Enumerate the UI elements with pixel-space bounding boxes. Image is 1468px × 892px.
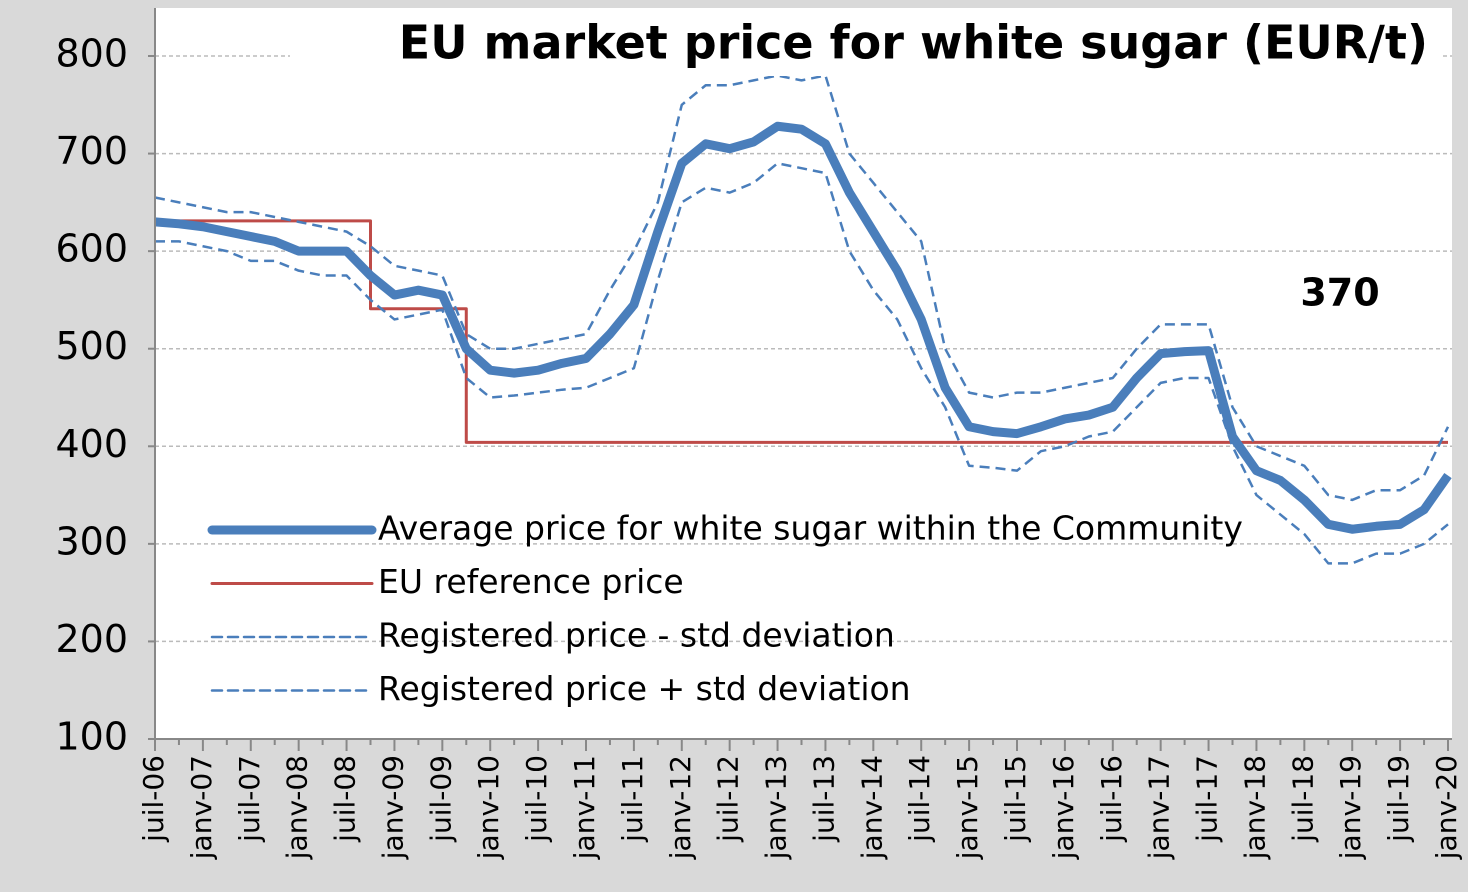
- x-tick-label: janv-14: [855, 755, 888, 860]
- x-tick-label: juil-11: [616, 755, 649, 843]
- x-tick-label: janv-17: [1143, 755, 1176, 860]
- y-tick-label: 700: [55, 129, 128, 173]
- x-tick-label: juil-13: [807, 755, 840, 843]
- title-bg: [290, 14, 1440, 76]
- x-tick-label: janv-20: [1430, 755, 1463, 860]
- legend-label: EU reference price: [378, 562, 684, 601]
- x-tick-label: juil-14: [903, 755, 936, 843]
- series-line: [154, 121, 1452, 534]
- x-tick-label: juil-15: [999, 755, 1032, 843]
- x-tick-label: janv-15: [951, 755, 984, 860]
- y-tick-label: 100: [55, 715, 128, 759]
- x-tick-label: juil-16: [1095, 755, 1128, 843]
- series-line: [154, 74, 1450, 502]
- x-tick-label: janv-11: [568, 755, 601, 860]
- x-tick-label: juil-06: [137, 755, 170, 843]
- x-tick-label: juil-09: [424, 755, 457, 843]
- x-tick-label: juil-08: [329, 755, 362, 843]
- x-tick-label: janv-16: [1047, 755, 1080, 860]
- series-line: [155, 162, 1449, 565]
- annotation: 370: [1300, 271, 1379, 315]
- x-tick-label: janv-12: [664, 755, 697, 860]
- x-tick-label: janv-08: [281, 755, 314, 860]
- x-tick-label: juil-07: [233, 755, 266, 843]
- x-tick-label: janv-07: [185, 755, 218, 860]
- x-tick-label: janv-13: [760, 755, 793, 860]
- x-tick-label: janv-10: [472, 755, 505, 860]
- series-line: [155, 219, 1448, 444]
- y-tick-label: 500: [55, 324, 128, 368]
- chart-title: EU market price for white sugar (EUR/t): [399, 16, 1428, 70]
- y-tick-label: 400: [55, 422, 128, 466]
- legend-label: Average price for white sugar within the…: [378, 509, 1243, 548]
- y-tick-label: 200: [55, 617, 128, 661]
- x-tick-label: janv-19: [1334, 755, 1367, 860]
- y-tick-label: 300: [55, 519, 128, 563]
- x-tick-label: juil-17: [1191, 755, 1224, 843]
- legend-label: Registered price - std deviation: [378, 616, 895, 655]
- x-tick-label: juil-12: [712, 755, 745, 843]
- x-tick-label: janv-09: [376, 755, 409, 860]
- x-tick-label: juil-19: [1382, 755, 1415, 843]
- x-tick-label: juil-18: [1286, 755, 1319, 843]
- y-tick-label: 800: [55, 32, 128, 76]
- x-tick-label: juil-10: [520, 755, 553, 843]
- y-tick-label: 600: [55, 227, 128, 271]
- x-tick-label: janv-18: [1238, 755, 1271, 860]
- legend-label: Registered price + std deviation: [378, 669, 911, 708]
